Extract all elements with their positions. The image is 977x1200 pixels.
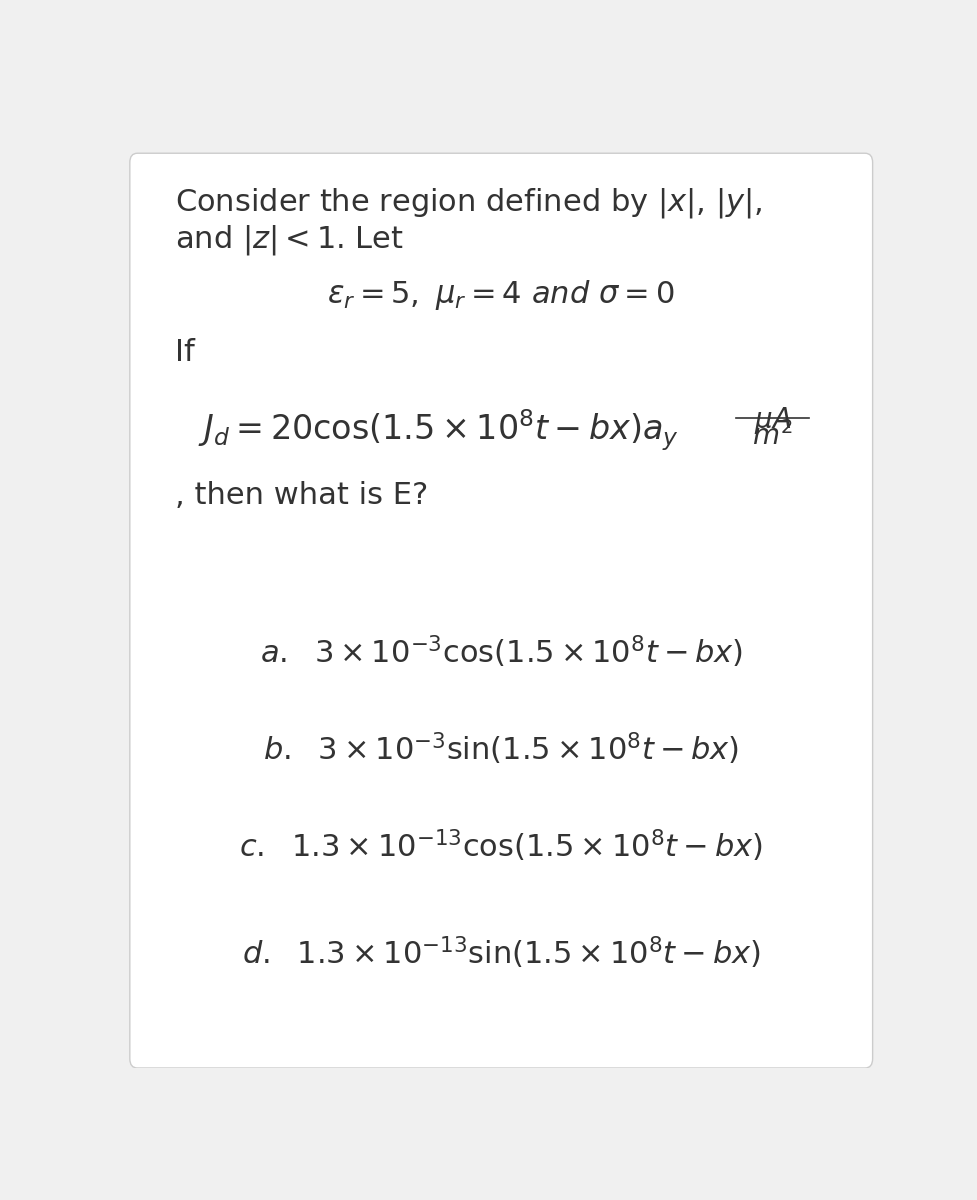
Text: $b.\ \ 3 \times 10^{-3} \sin\!\left(1.5 \times 10^8 t - bx\right)$: $b.\ \ 3 \times 10^{-3} \sin\!\left(1.5 … — [263, 731, 739, 767]
Text: If: If — [175, 338, 194, 367]
FancyBboxPatch shape — [130, 154, 871, 1068]
Text: $\epsilon_r = 5,\ \mu_r = 4\ \mathit{and}\ \sigma = 0$: $\epsilon_r = 5,\ \mu_r = 4\ \mathit{and… — [327, 278, 674, 312]
Text: Consider the region defined by $|x|$, $|y|$,: Consider the region defined by $|x|$, $|… — [175, 186, 762, 220]
Text: $J_d = 20\cos\!\left(1.5 \times 10^8 t - bx\right) a_y$: $J_d = 20\cos\!\left(1.5 \times 10^8 t -… — [197, 407, 678, 452]
Text: $c.\ \ 1.3 \times 10^{-13} \cos\!\left(1.5 \times 10^8 t - bx\right)$: $c.\ \ 1.3 \times 10^{-13} \cos\!\left(1… — [239, 828, 762, 864]
Text: $a.\ \ 3 \times 10^{-3} \cos\!\left(1.5 \times 10^8 t - bx\right)$: $a.\ \ 3 \times 10^{-3} \cos\!\left(1.5 … — [259, 634, 743, 671]
Text: , then what is E?: , then what is E? — [175, 481, 428, 510]
Text: $m^2$: $m^2$ — [751, 421, 792, 451]
Text: $d.\ \ 1.3 \times 10^{-13} \sin\!\left(1.5 \times 10^8 t - bx\right)$: $d.\ \ 1.3 \times 10^{-13} \sin\!\left(1… — [241, 934, 760, 971]
Text: $\mu A$: $\mu A$ — [753, 404, 790, 436]
Text: and $|z| < 1$. Let: and $|z| < 1$. Let — [175, 222, 404, 257]
